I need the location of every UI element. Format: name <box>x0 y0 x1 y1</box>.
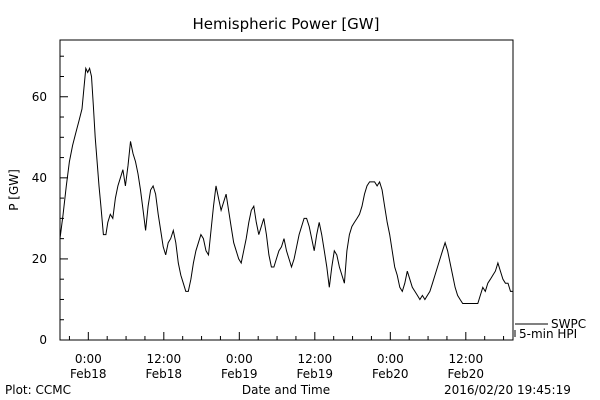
x-tick-date-label: Feb19 <box>297 367 334 381</box>
x-tick-label: 12:00 <box>298 352 333 366</box>
x-tick-label: 0:00 <box>75 352 102 366</box>
x-tick-label: 12:00 <box>449 352 484 366</box>
y-tick-label: 40 <box>32 171 47 185</box>
x-tick-label: 0:00 <box>226 352 253 366</box>
y-tick-label: 20 <box>32 252 47 266</box>
x-tick-label: 12:00 <box>147 352 182 366</box>
y-tick-label: 60 <box>32 90 47 104</box>
chart-title: Hemispheric Power [GW] <box>193 15 380 33</box>
series-layer <box>59 66 513 304</box>
x-tick-date-label: Feb20 <box>372 367 409 381</box>
legend: SWPC 5-min HPI <box>514 317 586 341</box>
legend-hpi-label: 5-min HPI <box>519 327 577 341</box>
footer-left: Plot: CCMC <box>5 383 71 397</box>
x-tick-date-label: Feb18 <box>146 367 183 381</box>
series-line-swpc <box>59 66 513 304</box>
y-axis: 0 20 40 60 <box>32 55 68 347</box>
x-tick-date-label: Feb20 <box>448 367 485 381</box>
x-tick-label: 0:00 <box>377 352 404 366</box>
y-axis-label: P [GW] <box>7 169 21 211</box>
x-tick-date-label: Feb19 <box>221 367 258 381</box>
y-tick-label: 0 <box>39 333 47 347</box>
footer-right: 2016/02/20 19:45:19 <box>444 383 571 397</box>
plot-frame <box>59 39 514 341</box>
x-tick-date-label: Feb18 <box>70 367 107 381</box>
x-axis-label: Date and Time <box>242 383 330 397</box>
x-axis: 0:00Feb1812:00Feb180:00Feb1912:00Feb190:… <box>68 332 505 381</box>
legend-swpc-label: SWPC <box>551 317 586 331</box>
